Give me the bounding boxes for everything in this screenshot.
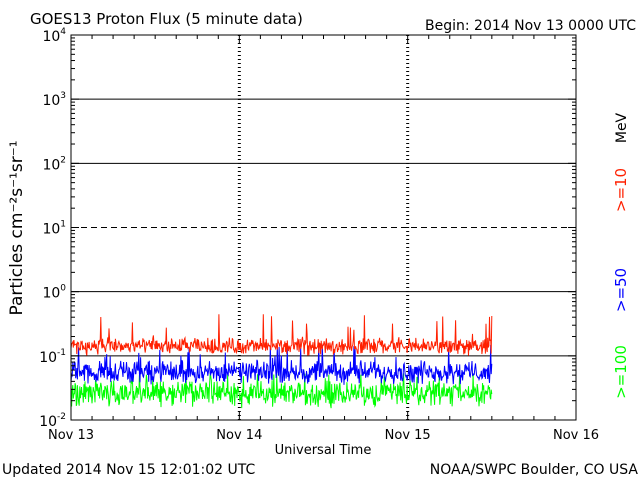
y-tick-label-2: 102 [42, 155, 66, 173]
plot-grid [71, 35, 576, 420]
legend-unit: MeV [614, 112, 630, 143]
x-tick-label-0: Nov 13 [48, 428, 94, 443]
updated-timestamp: Updated 2014 Nov 15 12:01:02 UTC [2, 462, 255, 478]
x-axis-label: Universal Time [275, 443, 372, 458]
series-line-0 [70, 314, 493, 356]
y-tick-label-3: 101 [42, 220, 66, 238]
legend-label-1: >=50 [612, 268, 630, 312]
y-tick-label-1: 103 [42, 91, 66, 109]
legend-label-2: >=100 [612, 345, 630, 399]
y-axis-ticks: 104 103 102 101 100 10-1 10-2 [39, 27, 576, 430]
series-layer [70, 314, 493, 409]
x-tick-label-3: Nov 16 [553, 428, 599, 443]
x-tick-label-1: Nov 14 [216, 428, 262, 443]
begin-time: Begin: 2014 Nov 13 0000 UTC [425, 18, 636, 34]
legend: >=10 >=50 >=100 MeV [612, 112, 630, 398]
series-line-1 [70, 344, 493, 385]
y-tick-label-5: 10-1 [39, 348, 66, 366]
y-tick-label-6: 10-2 [39, 412, 66, 430]
series-line-2 [70, 373, 493, 409]
legend-label-0: >=10 [612, 168, 630, 212]
x-tick-label-2: Nov 15 [385, 428, 431, 443]
y-axis-label: Particles cm⁻²s⁻¹sr⁻¹ [7, 140, 27, 315]
credit-text: NOAA/SWPC Boulder, CO USA [430, 462, 639, 478]
chart-title: GOES13 Proton Flux (5 minute data) [30, 10, 303, 28]
y-tick-label-4: 100 [42, 284, 66, 302]
y-tick-label-0: 104 [42, 27, 66, 45]
x-axis-ticks: Nov 13 Nov 14 Nov 15 Nov 16 [48, 35, 599, 443]
